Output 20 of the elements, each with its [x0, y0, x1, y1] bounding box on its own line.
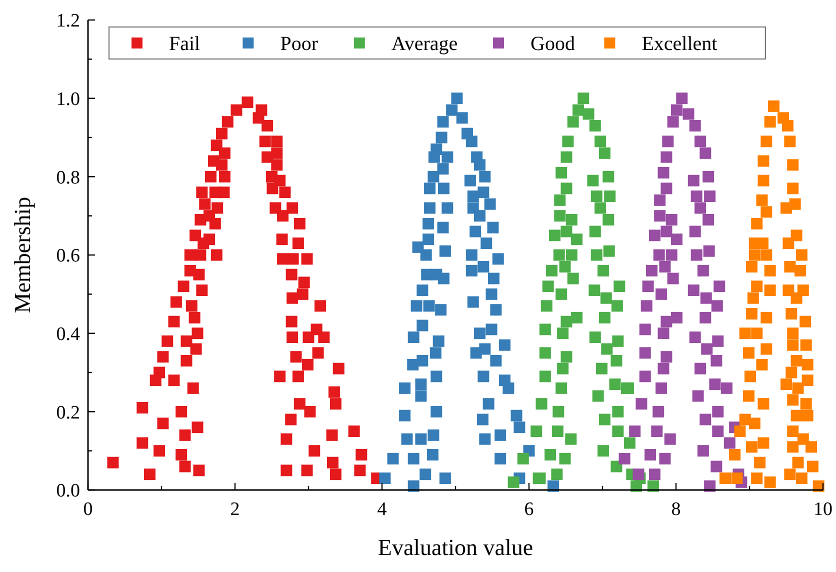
y-tick-label: 0.0 [56, 480, 80, 502]
legend-label: Poor [280, 33, 318, 55]
y-tick-label: 0.8 [56, 167, 80, 188]
x-tick-label: 10 [814, 499, 832, 520]
x-tick-label: 0 [83, 499, 93, 520]
x-axis-title: Evaluation value [378, 535, 534, 560]
y-axis-title: Membership [10, 196, 35, 314]
x-tick-label: 2 [230, 499, 240, 520]
x-tick-label: 4 [377, 499, 388, 520]
y-tick-label: 0.6 [56, 246, 80, 267]
legend-label: Average [391, 33, 458, 55]
y-tick-label: 0.4 [56, 324, 80, 345]
x-tick-label: 6 [524, 499, 534, 520]
y-tick-label: 1.2 [56, 10, 80, 32]
legend-label: Good [530, 33, 575, 55]
y-tick-label: 0.2 [56, 402, 80, 424]
y-tick-label: 1.0 [56, 88, 80, 110]
legend-label: Fail [169, 33, 201, 55]
legend-label: Excellent [642, 33, 718, 55]
x-tick-label: 8 [671, 499, 681, 520]
